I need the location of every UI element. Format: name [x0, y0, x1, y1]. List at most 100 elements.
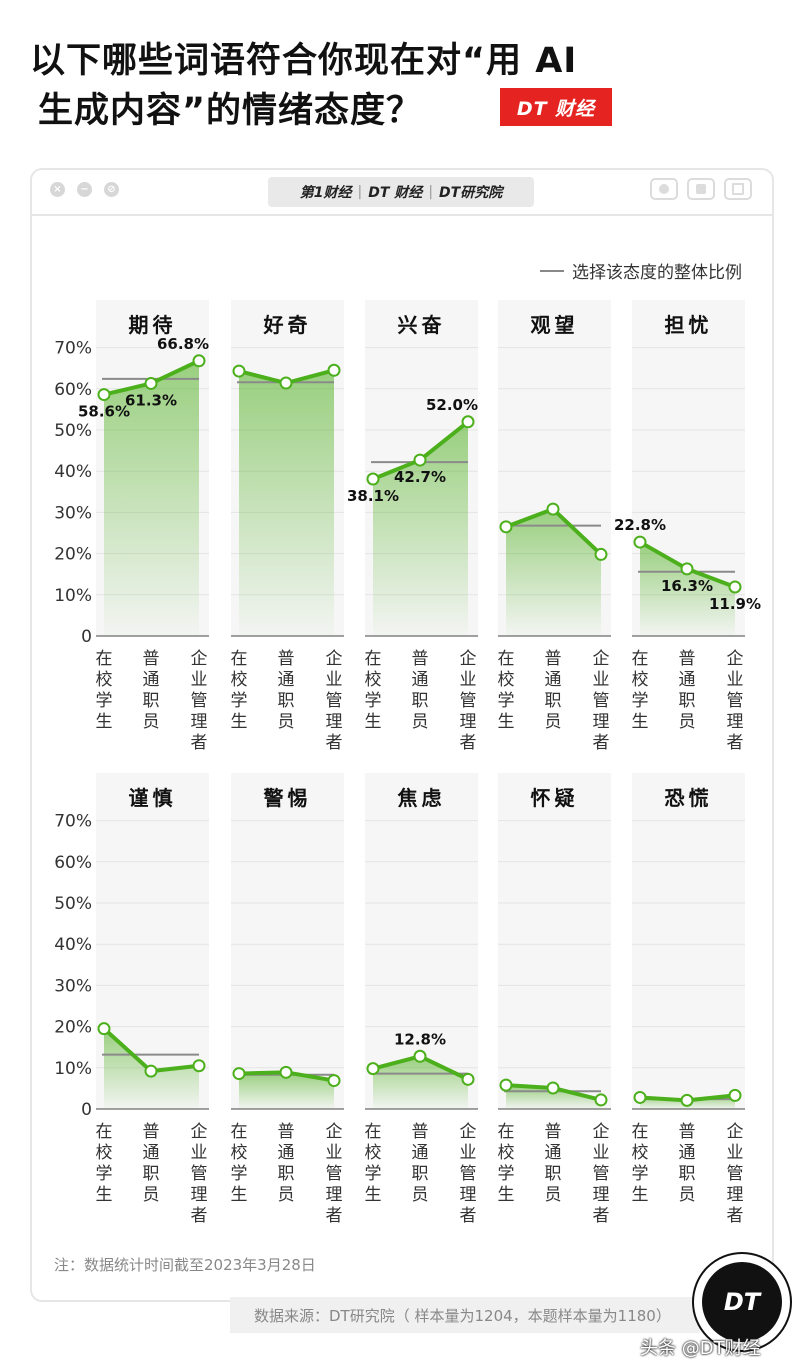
x-tick-label: 员 [278, 712, 295, 732]
x-tick-label: 理 [593, 1185, 610, 1205]
data-point [366, 472, 380, 486]
data-point [144, 376, 158, 390]
x-tick-label: 生 [498, 1185, 515, 1205]
window-title-bar: × − ⊘ 第1财经 | DT 财经 | DT研究院 [32, 170, 772, 216]
x-tick-label: 普 [278, 1122, 295, 1142]
record-icon[interactable] [650, 178, 678, 200]
x-tick-label: 校 [365, 1143, 382, 1163]
data-point [97, 1022, 111, 1036]
x-tick-label: 业 [727, 670, 744, 690]
y-tick-label: 30% [54, 503, 92, 523]
x-tick-label: 企 [593, 1122, 610, 1142]
data-point [594, 547, 608, 561]
panel-background [498, 773, 611, 1109]
y-tick-label: 0 [81, 1100, 92, 1120]
data-point [232, 364, 246, 378]
panel-title: 恐慌 [665, 786, 713, 810]
x-tick-label: 管 [593, 1164, 610, 1184]
data-point [633, 1090, 647, 1104]
x-tick-label: 在 [96, 649, 113, 669]
x-tick-label: 普 [679, 649, 696, 669]
lock-icon[interactable] [687, 178, 715, 200]
x-tick-label: 者 [460, 1206, 477, 1226]
minimize-icon[interactable]: − [77, 182, 92, 197]
x-tick-label: 学 [498, 691, 515, 711]
y-tick-label: 70% [54, 812, 92, 832]
x-tick-label: 普 [143, 649, 160, 669]
dt-logo-icon: DT [692, 1252, 792, 1352]
x-tick-label: 学 [231, 691, 248, 711]
series-area [506, 509, 601, 636]
x-tick-label: 普 [278, 649, 295, 669]
data-point [279, 1065, 293, 1079]
x-tick-label: 管 [460, 691, 477, 711]
x-tick-label: 校 [632, 670, 649, 690]
series-area [640, 542, 735, 636]
x-tick-label: 者 [727, 1206, 744, 1226]
x-tick-label: 在 [498, 649, 515, 669]
x-tick-label: 学 [96, 691, 113, 711]
x-tick-label: 企 [460, 649, 477, 669]
x-tick-label: 职 [278, 691, 295, 711]
dt-logo-text: DT [702, 1262, 782, 1342]
y-tick-label: 50% [54, 894, 92, 914]
x-tick-label: 生 [96, 1185, 113, 1205]
data-point [97, 388, 111, 402]
x-tick-label: 校 [632, 1143, 649, 1163]
x-tick-label: 在 [632, 649, 649, 669]
window-icon[interactable] [724, 178, 752, 200]
x-tick-label: 通 [412, 1143, 429, 1163]
data-point [461, 415, 475, 429]
x-tick-label: 通 [679, 670, 696, 690]
disabled-icon[interactable]: ⊘ [104, 182, 119, 197]
x-tick-label: 学 [365, 691, 382, 711]
logo-dt-caijing: DT 财经 [368, 185, 423, 201]
x-tick-label: 业 [191, 1143, 208, 1163]
x-tick-label: 理 [460, 712, 477, 732]
x-tick-label: 企 [727, 1122, 744, 1142]
x-tick-label: 普 [412, 649, 429, 669]
x-tick-label: 企 [326, 1122, 343, 1142]
panel-title: 观望 [531, 313, 579, 337]
y-tick-label: 50% [54, 421, 92, 441]
x-tick-label: 理 [326, 1185, 343, 1205]
x-tick-label: 管 [727, 691, 744, 711]
x-tick-label: 校 [365, 670, 382, 690]
series-area [239, 370, 334, 636]
close-icon[interactable]: × [50, 182, 65, 197]
source-box [230, 1297, 700, 1333]
x-tick-label: 职 [679, 1164, 696, 1184]
x-tick-label: 理 [191, 1185, 208, 1205]
x-tick-label: 者 [326, 1206, 343, 1226]
page-title: 以下哪些词语符合你现在对“用 AI 生成内容”的情绪态度？ [30, 36, 630, 136]
x-tick-label: 企 [727, 649, 744, 669]
x-tick-label: 业 [326, 670, 343, 690]
y-tick-label: 60% [54, 853, 92, 873]
x-tick-label: 员 [412, 1185, 429, 1205]
x-tick-label: 管 [326, 691, 343, 711]
x-tick-label: 员 [679, 712, 696, 732]
x-tick-label: 学 [632, 691, 649, 711]
x-tick-label: 管 [593, 691, 610, 711]
x-tick-label: 在 [96, 1122, 113, 1142]
logo-yicai: 第1财经 [299, 185, 352, 201]
x-tick-label: 业 [593, 1143, 610, 1163]
logo-separator: | [357, 184, 363, 200]
x-tick-label: 在 [498, 1122, 515, 1142]
y-tick-label: 0 [81, 627, 92, 647]
data-point [413, 1049, 427, 1063]
panel-background [231, 773, 344, 1109]
x-tick-label: 生 [365, 712, 382, 732]
x-tick-label: 普 [545, 649, 562, 669]
x-tick-label: 生 [231, 712, 248, 732]
data-label: 11.9% [709, 595, 761, 613]
data-label: 38.1% [347, 487, 399, 505]
x-tick-label: 校 [498, 1143, 515, 1163]
series-area [104, 360, 199, 636]
x-tick-label: 校 [231, 1143, 248, 1163]
x-tick-label: 普 [545, 1122, 562, 1142]
x-tick-label: 员 [143, 1185, 160, 1205]
data-label: 58.6% [78, 403, 130, 421]
x-tick-label: 通 [143, 670, 160, 690]
